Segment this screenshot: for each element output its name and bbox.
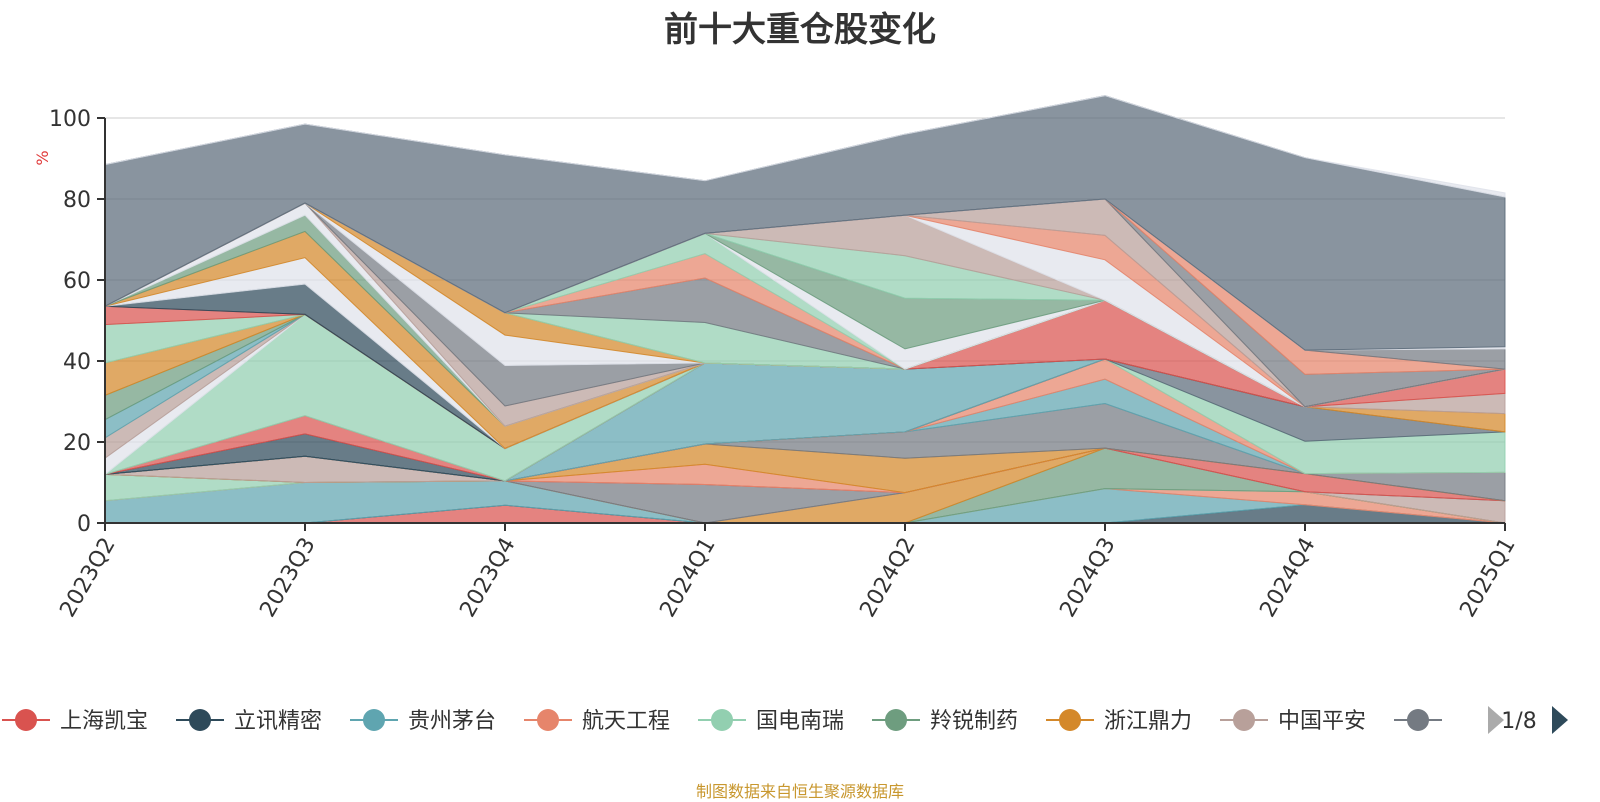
legend-item[interactable]: 上海凯宝 — [2, 709, 148, 734]
y-tick-label: 60 — [63, 269, 91, 294]
y-tick-label: 100 — [49, 107, 91, 132]
y-axis-label: % — [33, 150, 52, 165]
y-tick-label: 40 — [63, 350, 91, 375]
legend-page-indicator: 1/8 — [1501, 709, 1536, 734]
legend-label: 贵州茅台 — [408, 709, 496, 734]
legend-label: 航天工程 — [582, 709, 670, 734]
legend-item[interactable]: 立讯精密 — [176, 709, 322, 734]
x-tick-label: 2024Q4 — [1255, 534, 1320, 622]
y-tick-label: 0 — [77, 512, 91, 537]
x-tick-label: 2023Q3 — [255, 534, 320, 622]
chart-title: 前十大重仓股变化 — [664, 10, 936, 50]
legend: 上海凯宝 立讯精密 贵州茅台 航天工程 国电南瑞 羚锐制药 浙江鼎力 中国平安 — [2, 709, 1442, 734]
x-tick-label: 2025Q1 — [1455, 534, 1520, 622]
legend-marker-icon — [537, 709, 559, 731]
x-tick-label: 2024Q2 — [855, 534, 920, 622]
triangle-right-icon[interactable] — [1552, 706, 1568, 734]
triangle-left-icon[interactable] — [1488, 706, 1504, 734]
legend-item[interactable] — [1394, 709, 1442, 731]
legend-item[interactable]: 羚锐制药 — [872, 709, 1018, 734]
legend-label: 立讯精密 — [234, 709, 322, 734]
y-tick-labels: 0 20 40 60 80 100 — [49, 107, 91, 537]
legend-label: 上海凯宝 — [60, 709, 148, 734]
legend-pager: 1/8 — [1488, 706, 1568, 734]
axes — [97, 117, 1506, 531]
data-source-note: 制图数据来自恒生聚源数据库 — [695, 782, 904, 801]
legend-marker-icon — [363, 709, 385, 731]
legend-item[interactable]: 航天工程 — [524, 709, 670, 734]
area-series-group — [104, 95, 1506, 524]
legend-item[interactable]: 国电南瑞 — [698, 709, 844, 734]
legend-marker-icon — [189, 709, 211, 731]
x-tick-labels: 2023Q2 2023Q3 2023Q4 2024Q1 2024Q2 2024Q3 2024… — [55, 534, 1520, 622]
x-tick-label: 2024Q1 — [655, 534, 720, 622]
legend-item[interactable]: 中国平安 — [1220, 709, 1366, 734]
x-tick-label: 2023Q4 — [455, 534, 520, 622]
legend-marker-icon — [15, 709, 37, 731]
legend-label: 中国平安 — [1278, 709, 1366, 734]
legend-label: 浙江鼎力 — [1104, 709, 1192, 734]
legend-item[interactable]: 贵州茅台 — [350, 709, 496, 734]
x-tick-label: 2023Q2 — [55, 534, 120, 622]
x-tick-label: 2024Q3 — [1055, 534, 1120, 622]
legend-marker-icon — [711, 709, 733, 731]
legend-label: 国电南瑞 — [756, 709, 844, 734]
legend-marker-icon — [885, 709, 907, 731]
area-series-57 — [104, 95, 1506, 198]
legend-item[interactable]: 浙江鼎力 — [1046, 709, 1192, 734]
legend-label: 羚锐制药 — [930, 709, 1018, 734]
y-tick-label: 80 — [63, 188, 91, 213]
legend-marker-icon — [1059, 709, 1081, 731]
legend-marker-icon — [1233, 709, 1255, 731]
y-tick-label: 20 — [63, 431, 91, 456]
legend-marker-icon — [1407, 709, 1429, 731]
